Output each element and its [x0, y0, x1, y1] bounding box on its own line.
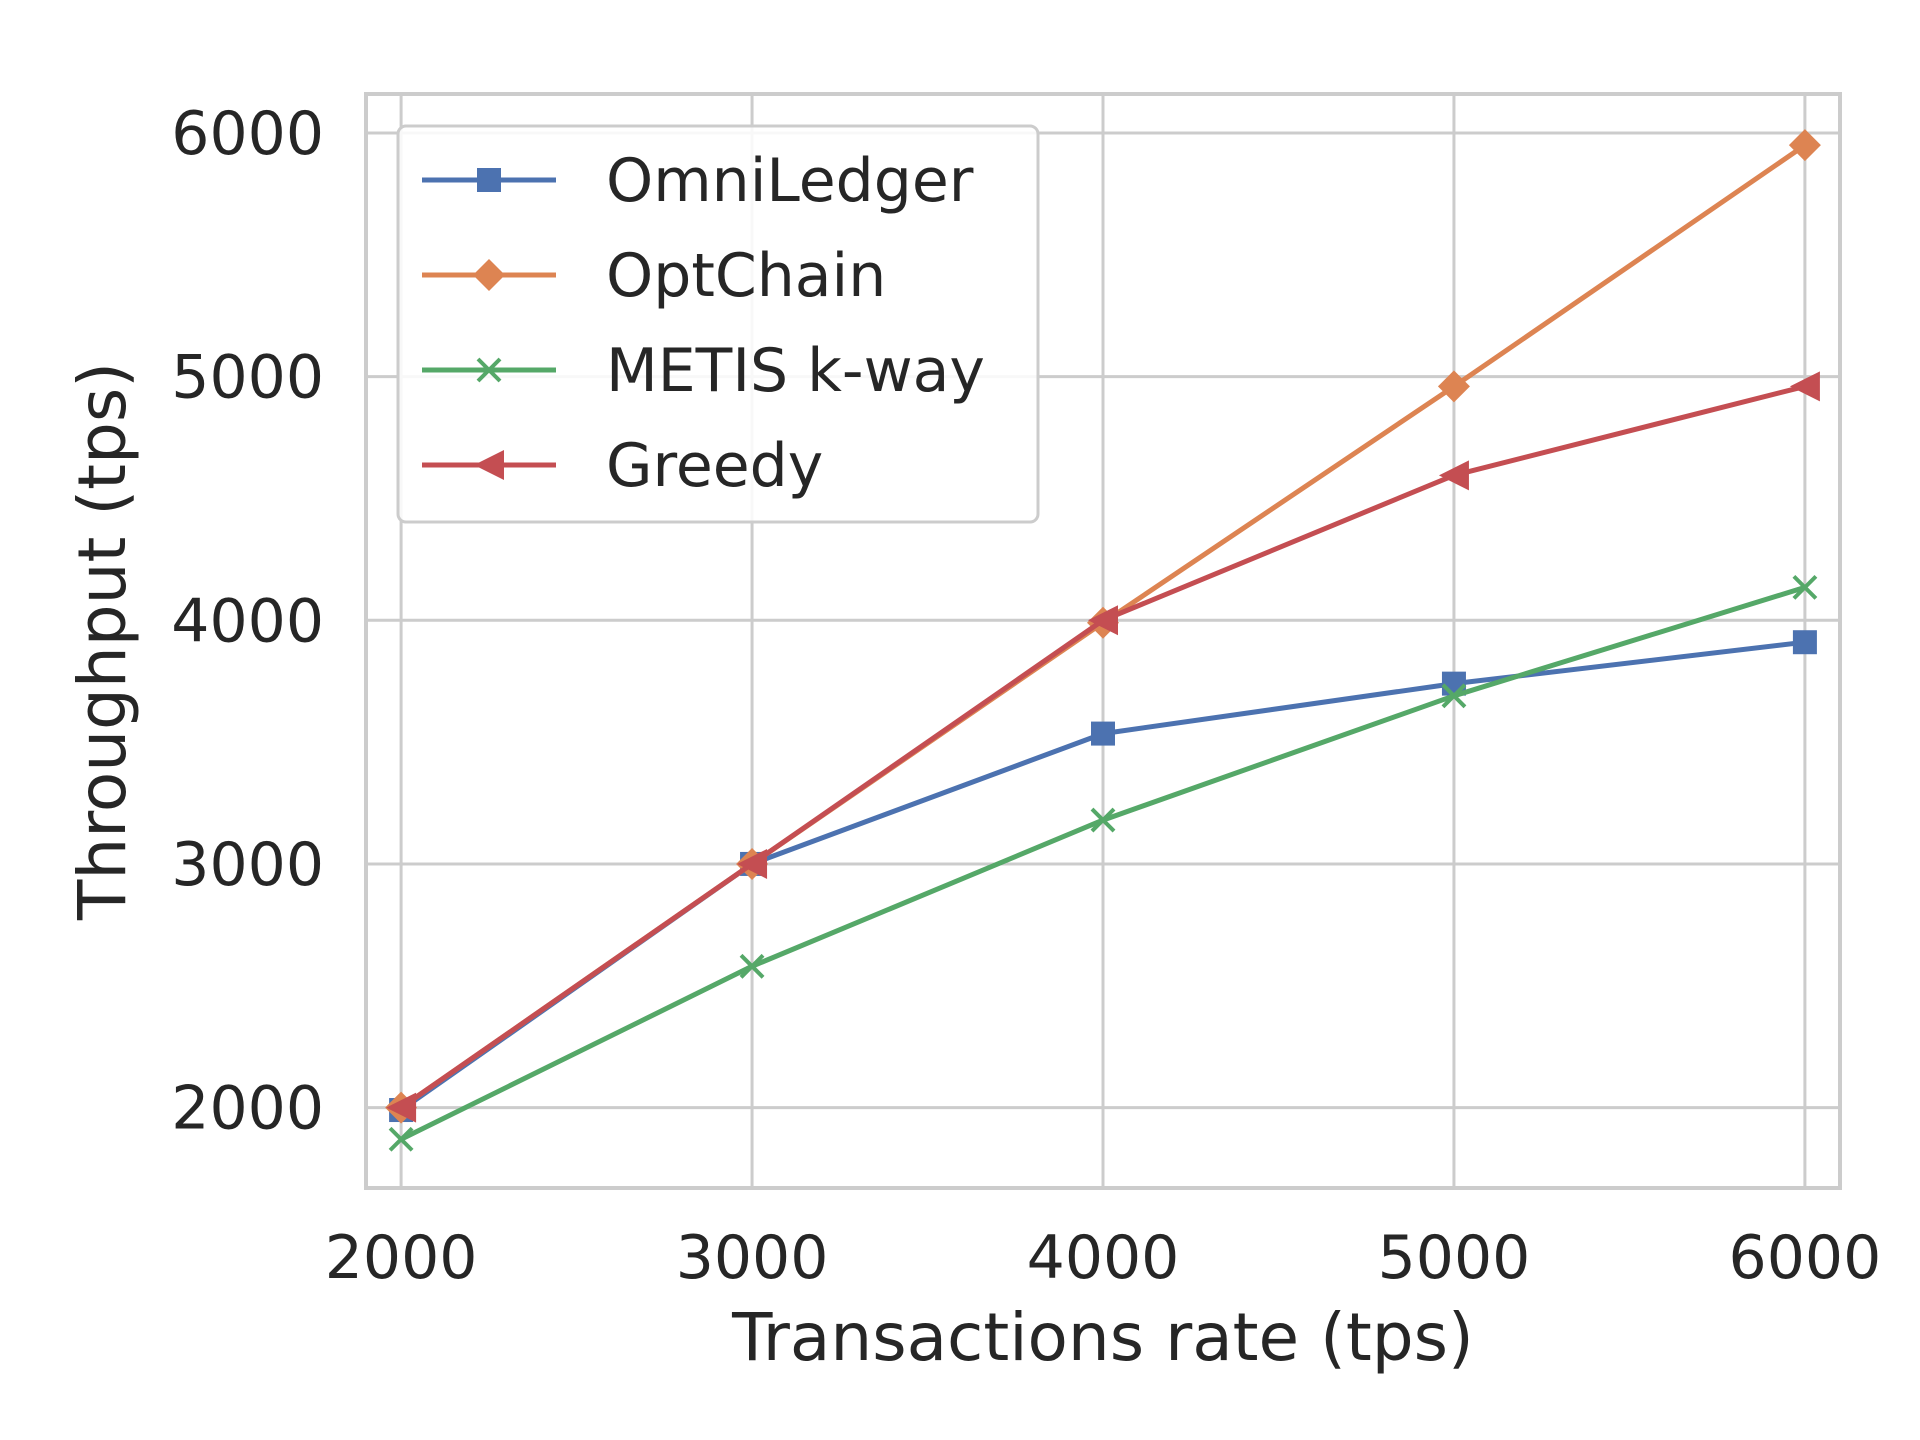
data-point-omniledger [1091, 721, 1115, 746]
y-tick-labels: 2000 3000 4000 5000 6000 [171, 99, 324, 1144]
series-layer [385, 129, 1821, 1152]
y-tick-label: 3000 [171, 830, 324, 900]
y-tick-label: 6000 [171, 99, 324, 169]
data-point-greedy [1088, 605, 1118, 636]
legend-label: OptChain [606, 241, 886, 311]
x-tick-labels: 2000 3000 4000 5000 6000 [325, 1223, 1882, 1293]
y-tick-label: 2000 [171, 1074, 324, 1144]
legend-marker-optchain [473, 259, 505, 291]
legend-item-omniledger: OmniLedger [422, 146, 974, 216]
legend-marker-omniledger [477, 168, 501, 192]
y-axis-title: Throughput (tps) [64, 362, 141, 921]
data-point-metis-k-way [739, 953, 765, 979]
legend-item-metis-k-way: METIS k-way [422, 336, 985, 406]
data-point-greedy [1789, 371, 1820, 402]
x-tick-label: 4000 [1027, 1223, 1180, 1293]
data-point-greedy [1438, 460, 1469, 491]
series-metis-k-way [388, 574, 1818, 1152]
data-point-metis-k-way [1441, 683, 1467, 709]
data-point-metis-k-way [1090, 807, 1116, 833]
plot-frame [364, 92, 1842, 1190]
data-point-optchain [1788, 129, 1821, 162]
data-point-metis-k-way [1792, 574, 1818, 600]
x-tick-label: 3000 [676, 1223, 829, 1293]
legend-item-optchain: OptChain [422, 241, 886, 311]
legend-marker-greedy [474, 450, 504, 480]
x-tick-label: 6000 [1729, 1223, 1882, 1293]
legend-label: OmniLedger [606, 146, 974, 216]
data-point-greedy [737, 848, 768, 879]
legend-marker-metis-k-way [476, 357, 502, 383]
x-tick-label: 2000 [325, 1223, 478, 1293]
data-point-optchain [1437, 370, 1470, 403]
data-point-omniledger [1792, 630, 1817, 655]
legend-box [396, 124, 1040, 524]
y-tick-label: 4000 [171, 586, 324, 656]
legend-items: OmniLedger OptChain METIS k-way Greedy [422, 146, 985, 501]
y-tick-label: 5000 [171, 343, 324, 413]
x-tick-label: 5000 [1378, 1223, 1531, 1293]
legend-label: Greedy [606, 431, 823, 501]
legend-label: METIS k-way [606, 336, 985, 406]
legend-item-greedy: Greedy [422, 431, 823, 501]
data-point-greedy [386, 1092, 417, 1123]
x-axis-title: Transactions rate (tps) [731, 1299, 1474, 1376]
series-greedy [386, 371, 1820, 1123]
legend: OmniLedger OptChain METIS k-way Greedy [396, 124, 1040, 524]
data-point-metis-k-way [388, 1126, 414, 1152]
